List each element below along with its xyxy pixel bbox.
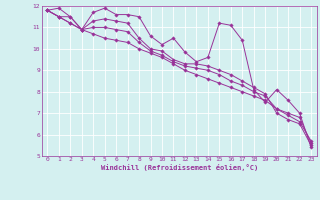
X-axis label: Windchill (Refroidissement éolien,°C): Windchill (Refroidissement éolien,°C)	[100, 164, 258, 171]
